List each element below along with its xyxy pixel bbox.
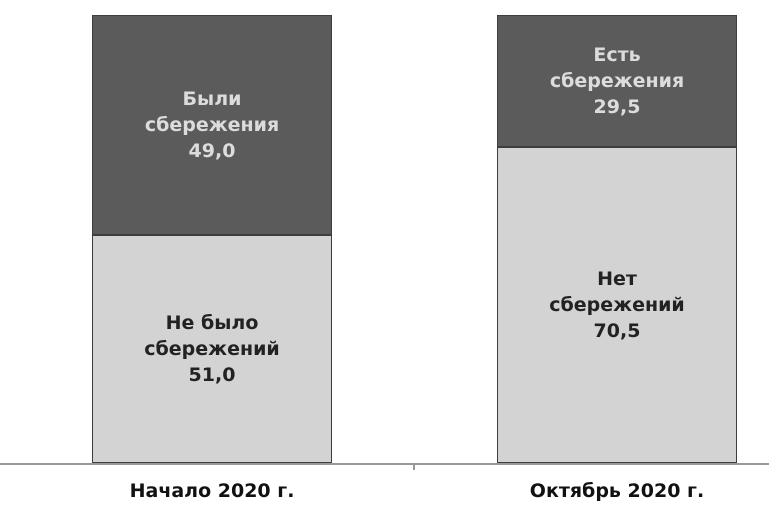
bar-segment: Нет сбережений 70,5: [497, 147, 737, 463]
segment-label: Не было сбережений: [144, 311, 280, 360]
segment-label: Есть сбережения: [549, 44, 685, 93]
bar-segment: Были сбережения 49,0: [92, 15, 332, 235]
axis-tick: [413, 463, 415, 470]
segment-label: Нет сбережений: [549, 268, 685, 317]
segment-label: Были сбережения: [144, 87, 280, 136]
value-label: 51,0: [188, 363, 236, 386]
bar-segment: Не было сбережений 51,0: [92, 234, 332, 463]
segment-label-group: Не было сбережений 51,0: [132, 310, 292, 388]
x-axis: [0, 463, 769, 465]
x-tick-label: Октябрь 2020 г.: [529, 480, 705, 502]
value-label: 29,5: [593, 96, 641, 119]
value-label: 70,5: [593, 320, 641, 343]
bar-segment: Есть сбережения 29,5: [497, 15, 737, 148]
x-tick-label: Начало 2020 г.: [129, 480, 295, 502]
segment-label-group: Нет сбережений 70,5: [537, 266, 697, 344]
value-label: 49,0: [188, 139, 236, 162]
segment-label-group: Есть сбережения 29,5: [537, 42, 697, 120]
segment-label-group: Были сбережения 49,0: [132, 86, 292, 164]
